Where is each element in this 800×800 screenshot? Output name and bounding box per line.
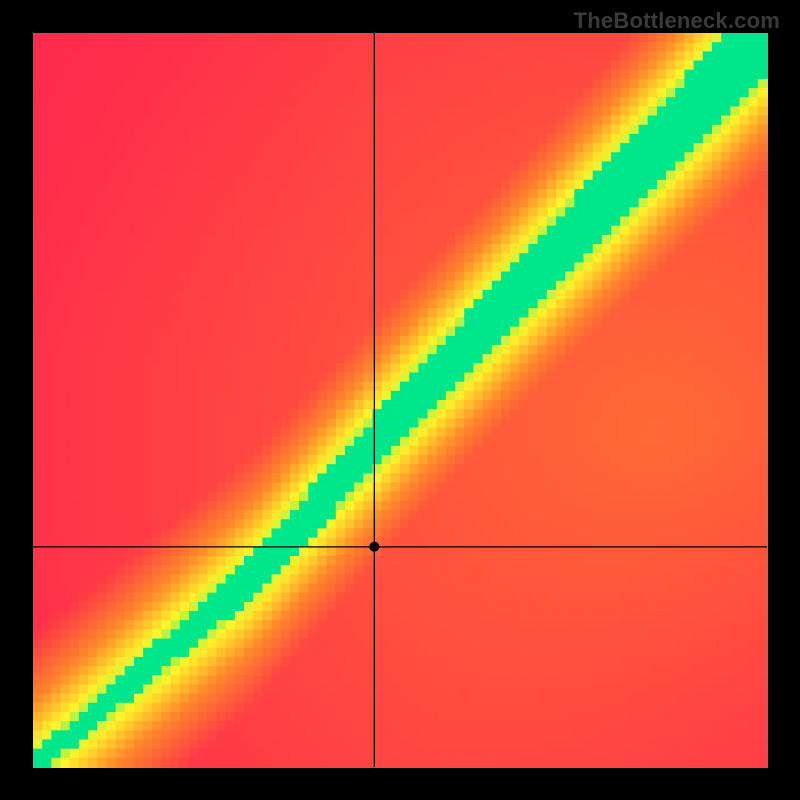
bottleneck-heatmap-canvas <box>0 0 800 800</box>
watermark-text: TheBottleneck.com <box>574 8 780 34</box>
